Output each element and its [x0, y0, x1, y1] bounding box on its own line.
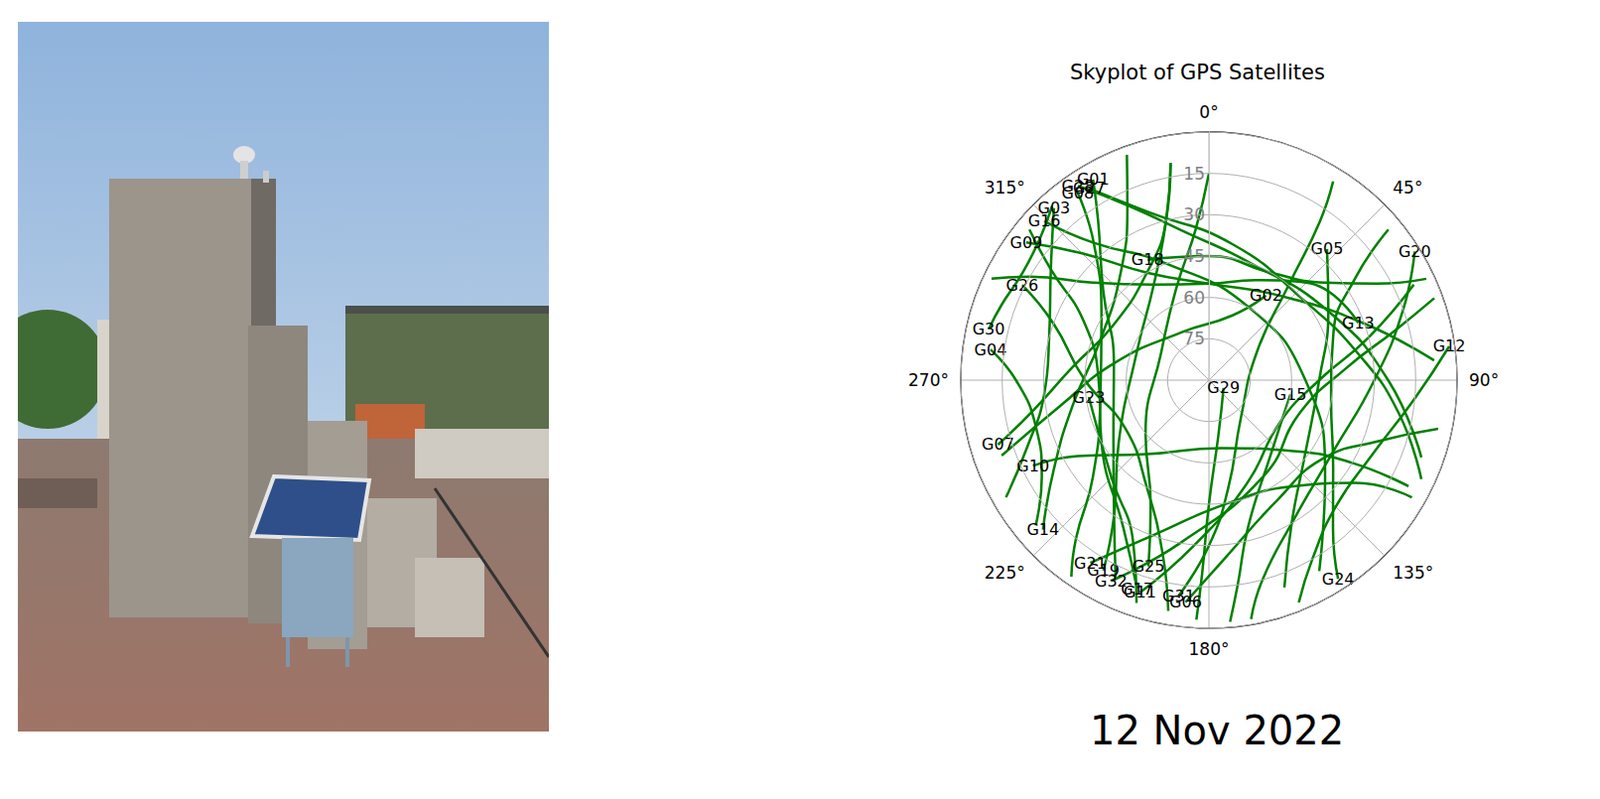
svg-text:315°: 315°	[984, 177, 1026, 198]
svg-text:G12: G12	[1433, 336, 1467, 356]
svg-text:45: 45	[1183, 246, 1205, 267]
svg-text:G03: G03	[1037, 198, 1071, 218]
svg-text:G18: G18	[1131, 250, 1164, 270]
svg-text:45°: 45°	[1392, 177, 1423, 198]
svg-text:G09: G09	[1009, 233, 1043, 253]
svg-text:G13: G13	[1341, 313, 1375, 333]
svg-text:30: 30	[1183, 204, 1205, 225]
svg-text:G14: G14	[1026, 520, 1060, 539]
svg-text:G23: G23	[1072, 388, 1106, 407]
svg-text:Skyplot of GPS Satellites: Skyplot of GPS Satellites	[1069, 60, 1326, 85]
svg-text:15: 15	[1183, 163, 1205, 184]
svg-text:90°: 90°	[1468, 370, 1499, 391]
svg-text:G20: G20	[1398, 242, 1432, 262]
svg-text:135°: 135°	[1392, 562, 1434, 583]
svg-text:G25: G25	[1132, 556, 1166, 576]
svg-text:12 Nov 2022: 12 Nov 2022	[1089, 707, 1344, 754]
svg-text:G16: G16	[1028, 211, 1062, 231]
svg-text:225°: 225°	[984, 562, 1026, 583]
svg-text:G02: G02	[1249, 285, 1283, 305]
svg-text:G15: G15	[1274, 385, 1307, 404]
svg-text:270°: 270°	[908, 370, 949, 391]
svg-text:G24: G24	[1322, 569, 1355, 589]
svg-text:75: 75	[1183, 328, 1205, 349]
svg-text:60: 60	[1183, 287, 1205, 308]
svg-text:G04: G04	[974, 340, 1008, 360]
svg-text:G26: G26	[1005, 275, 1039, 295]
svg-text:G08: G08	[1061, 183, 1094, 203]
svg-text:G17: G17	[1120, 579, 1154, 599]
svg-text:0°: 0°	[1199, 102, 1218, 123]
svg-text:G32: G32	[1094, 571, 1128, 591]
svg-text:G29: G29	[1206, 378, 1240, 398]
svg-text:G30: G30	[972, 319, 1006, 339]
svg-text:G10: G10	[1016, 456, 1050, 476]
svg-text:G07: G07	[981, 434, 1015, 454]
svg-text:180°: 180°	[1189, 639, 1230, 660]
svg-text:G06: G06	[1169, 592, 1202, 612]
svg-text:G05: G05	[1311, 239, 1344, 259]
